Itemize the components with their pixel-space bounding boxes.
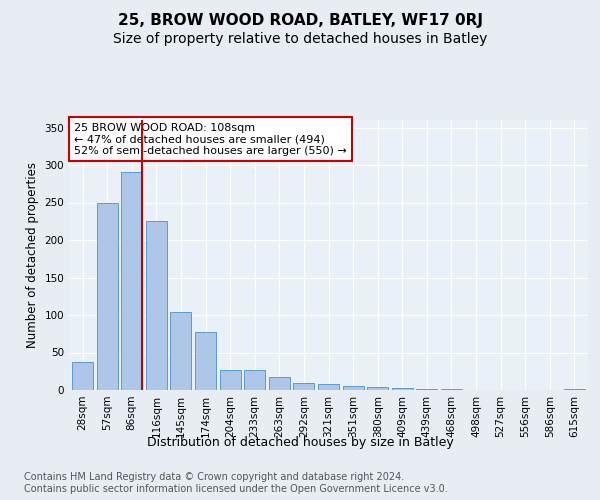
Bar [195,332,216,390]
Text: Contains public sector information licensed under the Open Government Licence v3: Contains public sector information licen… [24,484,448,494]
Bar [170,312,191,390]
Bar [121,172,142,390]
Bar [293,382,314,390]
Bar [97,203,118,390]
Bar [72,362,93,390]
Bar [441,388,462,390]
Bar [564,388,585,390]
Text: Contains HM Land Registry data © Crown copyright and database right 2024.: Contains HM Land Registry data © Crown c… [24,472,404,482]
Bar [244,370,265,390]
Bar [416,388,437,390]
Text: Distribution of detached houses by size in Batley: Distribution of detached houses by size … [146,436,454,449]
Bar [392,388,413,390]
Bar [146,221,167,390]
Bar [269,377,290,390]
Text: 25, BROW WOOD ROAD, BATLEY, WF17 0RJ: 25, BROW WOOD ROAD, BATLEY, WF17 0RJ [118,12,482,28]
Bar [220,370,241,390]
Bar [367,387,388,390]
Y-axis label: Number of detached properties: Number of detached properties [26,162,39,348]
Bar [318,384,339,390]
Text: 25 BROW WOOD ROAD: 108sqm
← 47% of detached houses are smaller (494)
52% of semi: 25 BROW WOOD ROAD: 108sqm ← 47% of detac… [74,122,347,156]
Text: Size of property relative to detached houses in Batley: Size of property relative to detached ho… [113,32,487,46]
Bar [343,386,364,390]
